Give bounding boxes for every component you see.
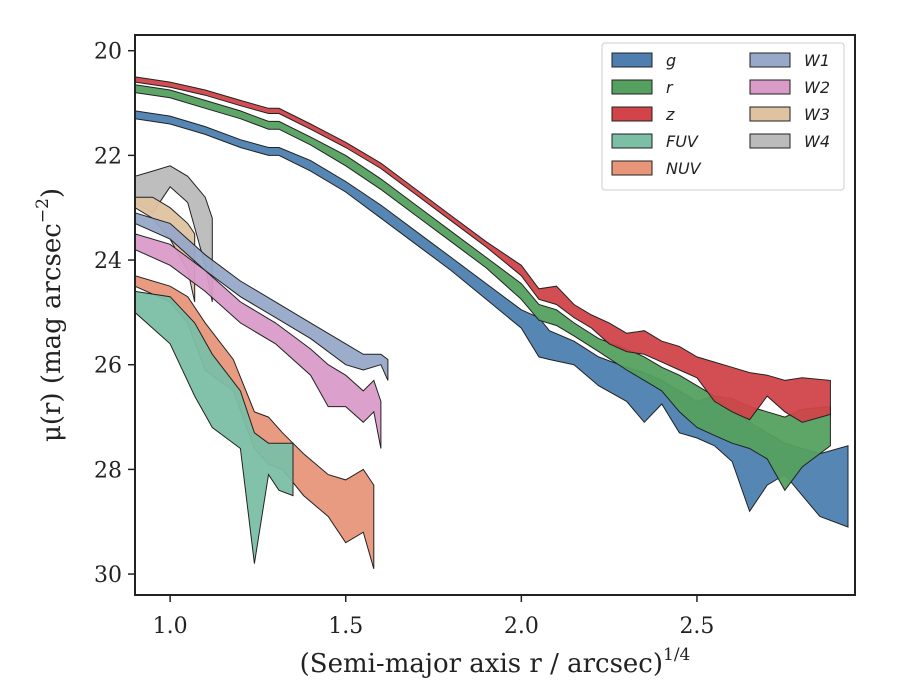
legend-label: W4: [804, 132, 830, 151]
y-tick-label: 20: [94, 40, 122, 65]
legend-label: z: [665, 105, 675, 124]
legend-label: g: [666, 51, 676, 70]
legend-swatch: [611, 79, 653, 95]
band-z: [135, 76, 831, 423]
band-w3: [135, 196, 196, 303]
x-tick-label: 2.5: [679, 614, 714, 639]
legend-label: r: [666, 78, 674, 97]
legend-item-w4: W4: [749, 132, 830, 151]
x-axis-ticks: 1.0 1.5 2.0 2.5: [153, 595, 714, 639]
x-axis-label: (Semi-major axis r / arcsec)1/4: [300, 645, 691, 679]
legend-swatch: [611, 106, 653, 122]
band-w1: [135, 212, 389, 381]
y-axis-label: μ(r) (mag arcsec−2): [33, 188, 67, 442]
y-axis-label-close: ): [37, 188, 67, 198]
y-axis-ticks: 20 22 24 26 28 30: [94, 40, 135, 588]
legend-label: W2: [804, 78, 830, 97]
legend-swatch: [749, 79, 791, 95]
y-axis-label-text: μ(r) (mag arcsec: [37, 223, 67, 442]
legend-swatch: [749, 133, 791, 149]
profile-bands: [135, 76, 849, 569]
legend-item-r: r: [611, 78, 674, 97]
legend-swatch: [611, 160, 653, 176]
legend-item-w1: W1: [749, 51, 830, 70]
band-g: [135, 110, 849, 528]
x-axis-label-text: (Semi-major axis r / arcsec): [300, 649, 663, 679]
legend-swatch: [611, 52, 653, 68]
band-fuv: [135, 290, 294, 564]
legend-item-nuv: NUV: [611, 159, 702, 178]
y-axis-label-superscript: −2: [33, 198, 53, 223]
x-tick-label: 1.0: [153, 614, 188, 639]
x-tick-label: 2.0: [504, 614, 539, 639]
y-tick-label: 22: [94, 144, 122, 169]
legend-swatch: [749, 52, 791, 68]
plot-frame: [134, 34, 856, 596]
y-tick-label: 30: [94, 563, 122, 588]
legend-label: FUV: [666, 132, 699, 151]
legend-swatch: [611, 133, 653, 149]
legend-item-g: g: [611, 51, 676, 70]
legend-item-fuv: FUV: [611, 132, 699, 151]
legend-item-w3: W3: [749, 105, 830, 124]
legend-item-w2: W2: [749, 78, 830, 97]
x-axis-label-superscript: 1/4: [663, 645, 690, 665]
y-tick-label: 24: [94, 249, 122, 274]
legend-item-z: z: [611, 105, 675, 124]
x-tick-label: 1.5: [328, 614, 363, 639]
y-tick-label: 26: [94, 354, 122, 379]
band-r: [135, 84, 831, 492]
y-tick-label: 28: [94, 458, 122, 483]
legend-label: W3: [804, 105, 830, 124]
legend-swatch: [749, 106, 791, 122]
legend-label: W1: [804, 51, 830, 70]
legend-label: NUV: [666, 159, 702, 178]
band-w2: [135, 233, 382, 449]
legend: grz FUV NUV W1 W2 W3 W4: [601, 42, 845, 191]
